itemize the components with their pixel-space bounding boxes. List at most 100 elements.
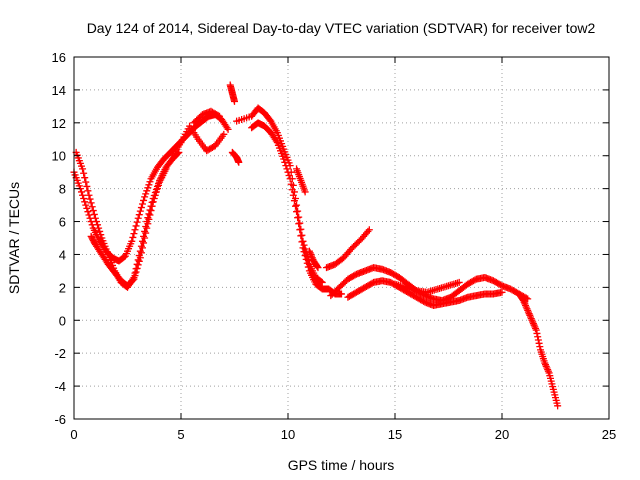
data-point xyxy=(146,178,154,186)
data-point xyxy=(138,200,146,208)
data-point xyxy=(282,162,290,170)
data-point xyxy=(522,303,530,311)
data-point xyxy=(149,198,157,206)
data-point xyxy=(141,193,149,201)
data-point xyxy=(147,207,155,215)
data-point xyxy=(285,171,293,179)
data-point xyxy=(143,224,151,232)
data-point xyxy=(524,308,532,316)
series-track-k xyxy=(305,247,322,272)
data-point xyxy=(223,124,231,132)
data-point xyxy=(148,202,156,210)
data-point xyxy=(132,222,140,230)
y-tick-label: 14 xyxy=(52,83,66,98)
data-point xyxy=(528,316,536,324)
data-point xyxy=(455,278,463,286)
data-point xyxy=(145,215,153,223)
data-point xyxy=(136,207,144,215)
data-point xyxy=(520,298,528,306)
data-point xyxy=(83,204,91,212)
data-point xyxy=(129,276,137,284)
data-point xyxy=(216,112,224,120)
data-point xyxy=(132,268,140,276)
data-point xyxy=(364,227,372,235)
data-point xyxy=(283,165,291,173)
data-point xyxy=(524,306,532,314)
data-point xyxy=(281,158,289,166)
data-point xyxy=(498,288,506,296)
data-point xyxy=(318,278,326,286)
x-tick-label: 20 xyxy=(495,427,509,442)
data-point xyxy=(288,186,296,194)
data-point xyxy=(293,208,301,216)
x-tick-label: 0 xyxy=(70,427,77,442)
data-point xyxy=(289,191,297,199)
data-point xyxy=(84,208,92,216)
data-point xyxy=(303,259,311,267)
series-track-c xyxy=(87,165,170,290)
data-point xyxy=(92,218,100,226)
data-point xyxy=(544,366,552,374)
data-point xyxy=(130,275,138,283)
y-tick-label: 10 xyxy=(52,149,66,164)
y-tick-label: 12 xyxy=(52,116,66,131)
data-point xyxy=(542,362,550,370)
data-point xyxy=(82,201,90,209)
data-point xyxy=(294,214,302,222)
data-point xyxy=(144,184,152,192)
data-point xyxy=(529,318,537,326)
series-track-j xyxy=(293,165,309,196)
data-point xyxy=(287,180,295,188)
data-point xyxy=(155,181,163,189)
data-point xyxy=(141,234,149,242)
data-point xyxy=(535,339,543,347)
data-point xyxy=(134,214,142,222)
data-point xyxy=(77,188,85,196)
chart-title: Day 124 of 2014, Sidereal Day-to-day VTE… xyxy=(87,20,596,36)
data-point xyxy=(87,199,95,207)
data-point xyxy=(79,165,87,173)
data-point xyxy=(162,165,170,173)
data-point xyxy=(137,249,145,257)
data-point xyxy=(293,201,301,209)
data-point xyxy=(290,197,298,205)
data-point xyxy=(133,218,141,226)
data-point xyxy=(81,198,89,206)
data-point xyxy=(142,229,150,237)
data-point xyxy=(521,300,529,308)
data-point xyxy=(534,333,542,341)
data-point xyxy=(536,343,544,351)
y-tick-label: 6 xyxy=(59,215,66,230)
data-point xyxy=(89,207,97,215)
series-track-a xyxy=(70,111,232,265)
series-track-m xyxy=(327,264,532,305)
data-point xyxy=(308,252,316,260)
data-point xyxy=(301,252,309,260)
data-point xyxy=(235,158,243,166)
axis-ticks: 0 5 10 15 20 25 -6 -4 -2 0 2 4 6 8 10 12 14 16 xyxy=(52,50,617,442)
plot-frame xyxy=(73,56,610,420)
y-tick-label: 4 xyxy=(59,247,66,262)
data-point xyxy=(272,137,280,145)
data-point xyxy=(280,155,288,163)
data-point xyxy=(532,326,540,334)
data-point xyxy=(137,204,145,212)
data-point xyxy=(286,175,294,183)
series-track-e xyxy=(190,107,224,127)
data-point xyxy=(142,190,150,198)
data-point xyxy=(79,191,87,199)
data-point xyxy=(135,257,143,265)
series-track-i xyxy=(248,119,345,298)
data-point xyxy=(81,174,89,182)
data-point xyxy=(146,211,154,219)
data-point xyxy=(131,272,139,280)
data-point xyxy=(523,305,531,313)
data-point xyxy=(297,232,305,240)
data-point xyxy=(305,247,313,255)
data-point xyxy=(307,250,315,258)
series-track-p xyxy=(515,290,562,410)
data-point xyxy=(152,188,160,196)
data-point xyxy=(97,231,105,239)
data-point xyxy=(544,367,552,375)
